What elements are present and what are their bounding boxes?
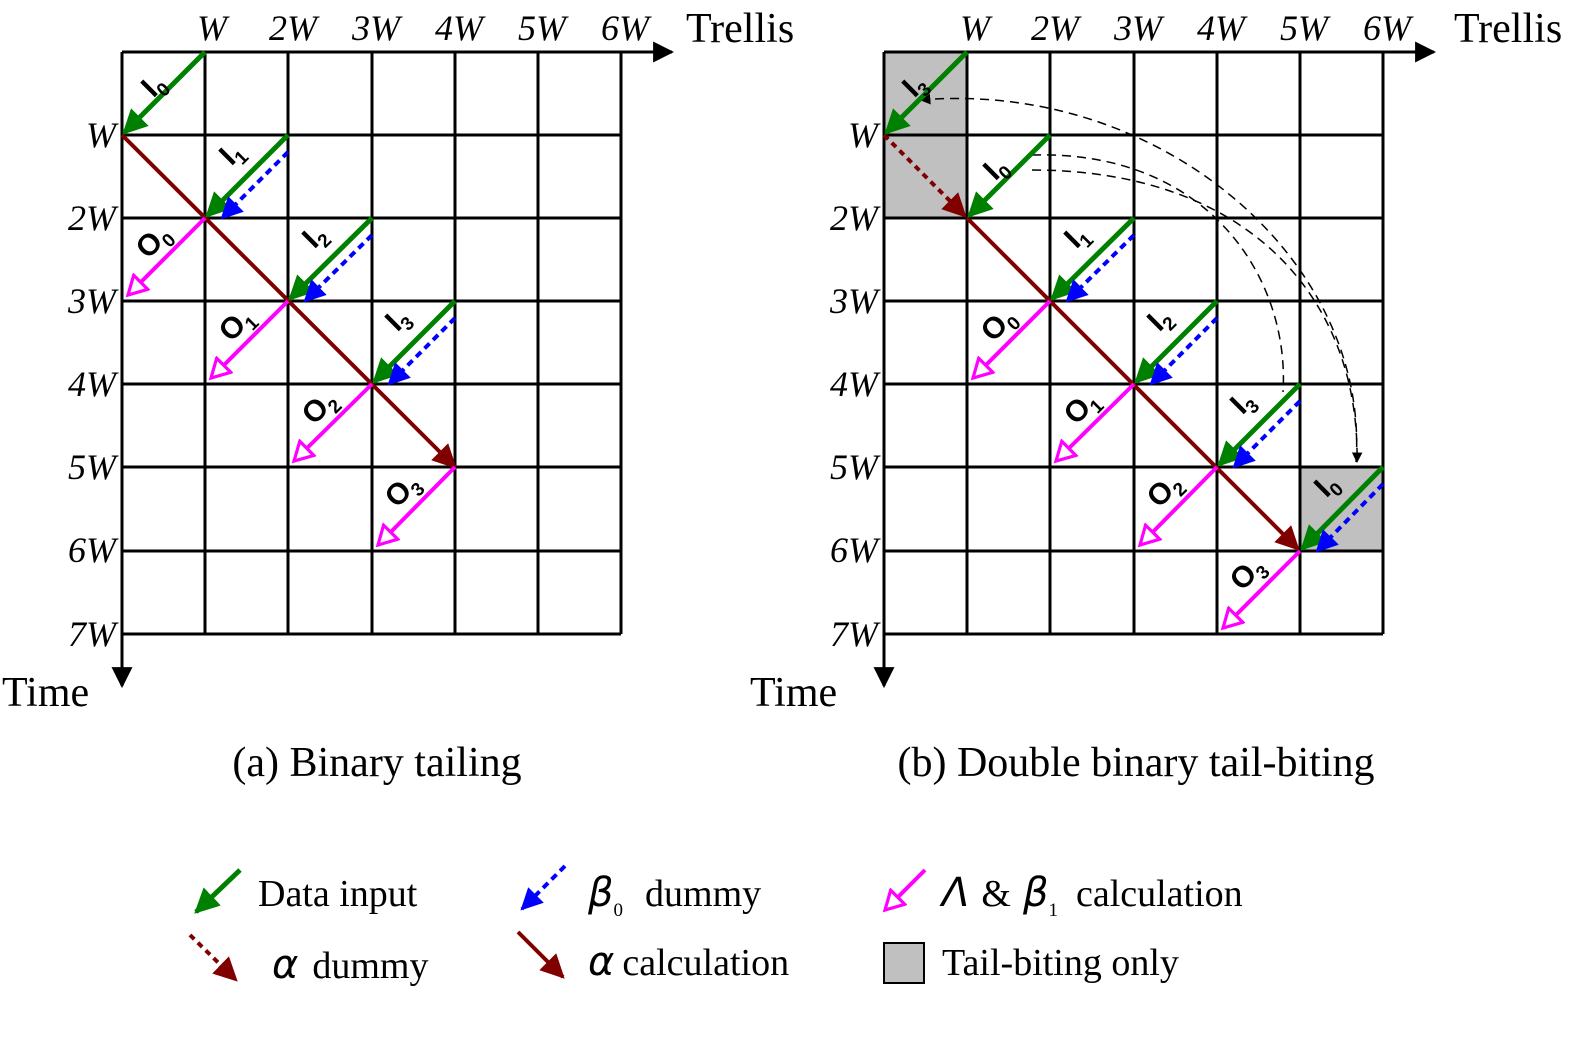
y-tick-a-2: 2W [68, 198, 119, 238]
x-tick-b-6: 6W [1363, 8, 1414, 48]
input-label-a-1: I1 [213, 135, 254, 176]
output-label-a-1: O1 [213, 300, 264, 351]
lambda-beta1-arrow-b-o0 [973, 299, 1052, 378]
y-tick-b-4: 4W [830, 364, 881, 404]
legend-alpha-dummy-label: α dummy [272, 942, 429, 988]
lambda-beta1-arrow-b-o2 [1140, 465, 1219, 545]
legend: Data input β0 dummy Λ & β1 calculation α dumm… [188, 864, 1243, 988]
input-label-a-3: I3 [379, 301, 419, 341]
x-tick-b-3: 3W [1113, 8, 1165, 48]
tailbiting-guide-curve-1 [919, 93, 1358, 463]
input-label-a-2: I2 [296, 218, 336, 258]
x-tick-a-3: 3W [351, 8, 403, 48]
grid-a [120, 52, 623, 636]
x-tick-b-4: 4W [1197, 8, 1248, 48]
panel-a: Trellis Time W 2W 3W 4W 5W 6W W 2W 3W 4W… [2, 6, 794, 786]
beta0-dummy-arrow-b-2 [1149, 316, 1219, 386]
x-tick-a-4: 4W [435, 8, 486, 48]
output-label-b-0: O0 [975, 301, 1026, 352]
legend-magenta-hollow-arrow-icon [885, 868, 927, 910]
y-axis-title-a: Time [2, 670, 89, 716]
beta0-dummy-arrow-b-3 [1232, 399, 1302, 469]
input-label-b-4: I3 [1224, 384, 1264, 424]
tailbiting-guide-curve-3 [1031, 169, 1363, 464]
legend-item-alpha-calculation: α calculation [516, 930, 789, 985]
alpha-calculation-arrow-a [120, 133, 457, 469]
lambda-beta1-arrow-b-o1 [1056, 382, 1136, 461]
data-input-arrow-a-i0 [122, 50, 207, 135]
output-label-b-1: O1 [1058, 383, 1109, 434]
x-tick-a-6: 6W [601, 8, 652, 48]
legend-item-data-input: Data input [194, 868, 418, 915]
legend-blue-dashed-arrow-icon [520, 864, 567, 911]
beta0-dummy-arrow-a-1 [220, 150, 290, 220]
y-tick-a-1: W [86, 115, 119, 155]
y-tick-b-6: 6W [830, 530, 881, 570]
legend-gray-box-icon [883, 942, 925, 984]
input-label-b-3: I2 [1141, 301, 1181, 341]
panel-b: Trellis Time W 2W 3W 4W 5W 6W W 2W 3W 4W… [750, 6, 1562, 786]
legend-item-lambda-beta1: Λ & β1 calculation [885, 868, 1243, 921]
data-input-arrow-b-i3-top [884, 50, 969, 135]
x-tick-a-5: 5W [518, 8, 569, 48]
legend-tailbiting-label: Tail-biting only [942, 942, 1179, 984]
y-tick-b-3: 3W [829, 281, 881, 321]
x-tick-b-5: 5W [1280, 8, 1331, 48]
legend-alpha-calc-label: α calculation [588, 939, 789, 985]
output-label-b-3: O3 [1224, 550, 1275, 601]
y-axis-title-b: Time [750, 670, 837, 716]
caption-b: (b) Double binary tail-biting [897, 740, 1374, 786]
beta0-dummy-arrow-b-4 [1315, 482, 1385, 553]
lambda-beta1-arrow-a-o3 [378, 465, 457, 545]
x-tick-b-1: W [960, 8, 993, 48]
x-tick-b-2: 2W [1031, 8, 1082, 48]
y-tick-a-7: 7W [68, 614, 119, 654]
lambda-beta1-arrow-a-o0 [128, 216, 207, 295]
lambda-beta1-arrow-a-o1 [211, 299, 290, 378]
y-tick-b-7: 7W [830, 614, 881, 654]
x-axis-title-b: Trellis [1454, 6, 1562, 52]
output-label-b-2: O2 [1141, 467, 1192, 518]
y-tick-b-1: W [848, 115, 881, 155]
caption-a: (a) Binary tailing [232, 740, 521, 786]
lambda-beta1-arrow-a-o2 [294, 382, 374, 461]
x-tick-a-2: 2W [269, 8, 320, 48]
output-label-a-3: O3 [379, 467, 430, 518]
beta0-dummy-arrow-a-3 [387, 316, 457, 386]
x-axis-title-a: Trellis [686, 6, 794, 52]
beta0-dummy-arrow-a-2 [303, 233, 374, 303]
beta0-dummy-arrow-b-1 [1065, 233, 1136, 303]
y-tick-b-2: 2W [830, 198, 881, 238]
input-label-b-2: I1 [1058, 218, 1099, 259]
y-tick-a-5: 5W [68, 447, 119, 487]
legend-item-alpha-dummy: α dummy [188, 933, 429, 988]
legend-lambda-beta1-label: Λ & β1 calculation [939, 870, 1243, 921]
legend-item-beta0-dummy: β0 dummy [520, 864, 761, 921]
y-tick-b-5: 5W [830, 447, 881, 487]
legend-data-input-label: Data input [258, 873, 418, 915]
alpha-dummy-arrow-b [882, 133, 967, 218]
output-label-a-2: O2 [296, 384, 347, 435]
output-label-a-0: O0 [130, 218, 181, 269]
legend-beta0-label: β0 dummy [587, 870, 761, 921]
legend-maroon-solid-arrow-icon [516, 930, 565, 979]
legend-green-arrow-icon [194, 868, 242, 914]
x-tick-a-1: W [197, 8, 230, 48]
input-label-b-1: I0 [977, 150, 1017, 190]
lambda-beta1-arrow-b-o3 [1223, 549, 1302, 628]
data-input-arrow-b-i0 [967, 133, 1052, 218]
y-tick-a-6: 6W [68, 530, 119, 570]
y-tick-a-4: 4W [68, 364, 119, 404]
y-tick-a-3: 3W [67, 281, 119, 321]
tailbiting-guide-curve-2 [1031, 154, 1285, 393]
legend-item-tailbiting: Tail-biting only [883, 942, 1179, 984]
legend-maroon-dotted-arrow-icon [188, 933, 238, 982]
